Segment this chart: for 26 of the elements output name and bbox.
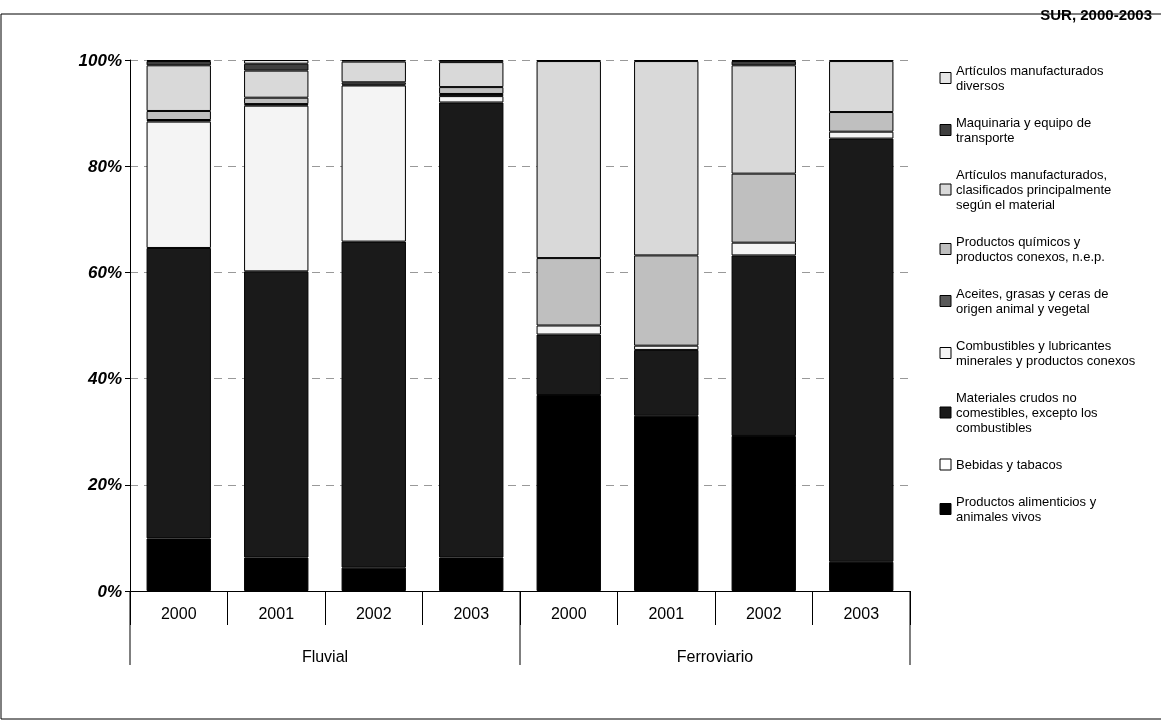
legend-label: Aceites, grasas y ceras de origen animal y vegetal (956, 286, 1113, 316)
legend-label: Productos químicos y productos conexos, n.e.p. (956, 234, 1105, 264)
x-tick-label: 2003 (453, 604, 490, 622)
legend-label: Materiales crudos no comestibles, excepto los combustibles (956, 390, 1102, 435)
x-tick-label: 2003 (843, 604, 880, 622)
y-tick-label: 0% (97, 581, 122, 601)
y-tick-label: 40% (86, 369, 122, 389)
text: SUR, 2000-2003 (1040, 6, 1153, 23)
legend-label: Artículos manufacturados, clasificados principalmente según el material (956, 167, 1115, 212)
y-tick-label: 80% (87, 156, 122, 176)
legend-label: Maquinaria y equipo de transporte (956, 115, 1095, 145)
legend-label: Artículos manufacturados diversos (956, 63, 1108, 93)
x-tick-label: 2001 (258, 604, 295, 622)
x-tick-label: 2000 (160, 604, 197, 622)
x-tick-label: 2000 (550, 604, 587, 622)
y-tick-label: 100% (78, 50, 122, 70)
y-tick-label: 20% (86, 475, 122, 495)
legend-label: Bebidas y tabacos (956, 457, 1063, 472)
x-tick-label: 2002 (355, 604, 392, 622)
legend-label: Productos alimenticios y animales vivos (956, 494, 1100, 524)
legend-label: Combustibles y lubricantes minerales y productos conexos (956, 338, 1136, 368)
y-tick-label: 60% (87, 262, 122, 282)
x-tick-label: 2001 (648, 604, 685, 622)
x-tick-label: 2002 (745, 604, 782, 622)
text: Fluvial (301, 647, 349, 665)
text: Ferroviario (676, 647, 754, 665)
